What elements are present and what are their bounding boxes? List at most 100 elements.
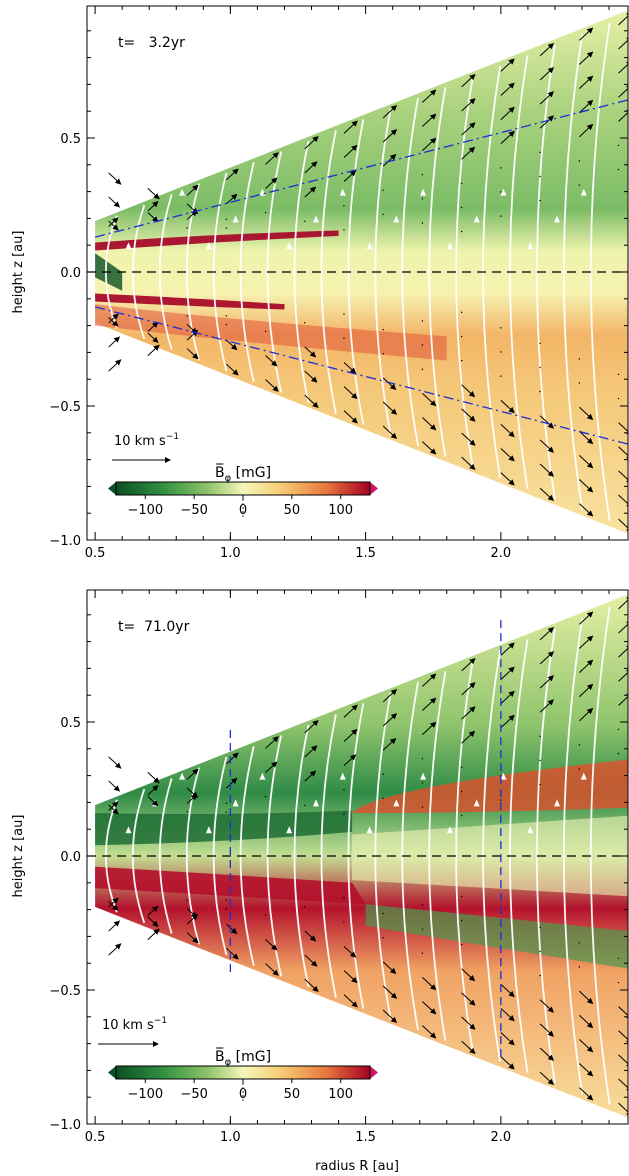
velocity-arrow (500, 983, 515, 998)
x-tick-label: 1.0 (220, 546, 241, 561)
colorbar-under-triangle (108, 1066, 116, 1079)
velocity-dot (578, 966, 581, 968)
colorbar-label-symbol: B̅ (215, 463, 225, 481)
colorbar-tick-label: −50 (180, 503, 207, 518)
velocity-arrow (108, 196, 121, 208)
streamline-arrowhead (527, 826, 534, 834)
velocity-dot (421, 782, 424, 784)
velocity-arrow (578, 479, 594, 493)
velocity-arrow (578, 75, 594, 89)
velocity-arrow (147, 916, 159, 927)
velocity-arrow (500, 130, 515, 145)
streamline-arrowhead (286, 826, 293, 834)
velocity-dot (343, 205, 345, 207)
velocity-arrow (461, 706, 476, 720)
velocity-dot (225, 323, 228, 326)
velocity-arrow (618, 1102, 628, 1117)
velocity-arrow (539, 415, 554, 429)
velocity-arrow (108, 336, 121, 348)
velocity-arrow (618, 644, 628, 658)
velocity-dot (460, 790, 463, 793)
yellow-midplane-outer (352, 815, 628, 897)
velocity-dot (460, 943, 463, 946)
velocity-arrow (265, 355, 278, 367)
velocity-arrow (539, 675, 554, 689)
velocity-arrow (500, 58, 515, 72)
streamline-arrowhead (500, 188, 507, 196)
colorbar-label-symbol: B̅ (215, 1047, 225, 1065)
streamline-arrowhead (179, 188, 186, 196)
velocity-dot (343, 313, 345, 315)
velocity-dot (617, 752, 620, 755)
velocity-arrow (578, 503, 594, 517)
velocity-arrow (618, 595, 628, 610)
velocity-dot (578, 942, 581, 944)
velocity-dot (617, 144, 620, 147)
colorbar-gradient (115, 481, 371, 496)
colorbar-under-triangle (108, 482, 116, 495)
velocity-dot (343, 229, 345, 231)
colorbar-tick-label: 50 (284, 503, 301, 518)
velocity-arrow (343, 144, 358, 158)
colorbar-label-sub: φ (225, 1057, 232, 1068)
velocity-arrow (539, 463, 554, 477)
streamline-arrowhead (366, 242, 373, 250)
velocity-dot (578, 160, 581, 162)
streamline-arrowhead (205, 242, 212, 250)
velocity-arrow (304, 135, 319, 150)
velocity-arrow (578, 406, 594, 421)
velocity-dot (264, 795, 267, 798)
streamline (293, 140, 310, 404)
colorbar-tick-label: 0 (239, 1087, 247, 1102)
velocity-arrow (422, 1001, 437, 1015)
y-tick-label: 0.0 (60, 850, 81, 865)
velocity-dot (382, 773, 384, 775)
streamline (455, 76, 474, 468)
velocity-arrow (225, 777, 238, 789)
velocity-arrow (539, 626, 554, 641)
dash-dot-line (94, 306, 628, 445)
velocity-arrow (500, 106, 515, 121)
streamline-arrowhead (339, 188, 346, 196)
velocity-dot (225, 811, 228, 813)
velocity-dot (421, 198, 424, 200)
velocity-dot (382, 189, 384, 191)
streamline (428, 671, 447, 1041)
red-sheet-upper (95, 230, 339, 251)
velocity-arrow (618, 422, 628, 436)
velocity-dot (460, 206, 463, 209)
x-tick-label: 2.0 (491, 1130, 512, 1145)
velocity-dot (343, 813, 345, 815)
velocity-arrow (108, 801, 119, 811)
velocity-arrow (304, 770, 317, 782)
x-tick-label: 1.5 (355, 1130, 376, 1145)
streamline-arrowhead (366, 826, 373, 834)
streamline-arrowhead (232, 215, 239, 223)
velocity-dot (421, 344, 424, 346)
velocity-arrow (343, 728, 358, 742)
velocity-dot (578, 358, 581, 360)
velocity-dot (500, 191, 502, 193)
velocity-dot (225, 802, 228, 805)
velocity-arrow (618, 470, 628, 484)
velocity-arrow (147, 928, 160, 941)
velocity-arrow (225, 339, 238, 351)
streamline-arrowhead (553, 215, 560, 223)
velocity-arrow (578, 455, 594, 469)
streamline (562, 33, 584, 511)
velocity-arrow (304, 719, 319, 734)
velocity-arrow (382, 401, 398, 415)
velocity-arrow (186, 348, 199, 360)
velocity-arrow (265, 379, 279, 392)
y-tick-label: 0.5 (60, 716, 81, 731)
velocity-arrow (578, 635, 594, 649)
velocity-arrow (304, 186, 317, 198)
velocity-arrow (304, 954, 318, 967)
velocity-arrow (147, 187, 160, 200)
velocity-dot (343, 921, 345, 923)
streamline-arrowhead (580, 772, 587, 780)
streamline-arrowhead (179, 772, 186, 780)
velocity-arrow (147, 201, 159, 212)
y-tick-label: −0.5 (49, 400, 81, 415)
panel-bottom: t= 71.0yr 0.5 1.0 1.5 2.0 0.5 0.0 −0.5 −1.0 hei… (11, 589, 629, 1174)
